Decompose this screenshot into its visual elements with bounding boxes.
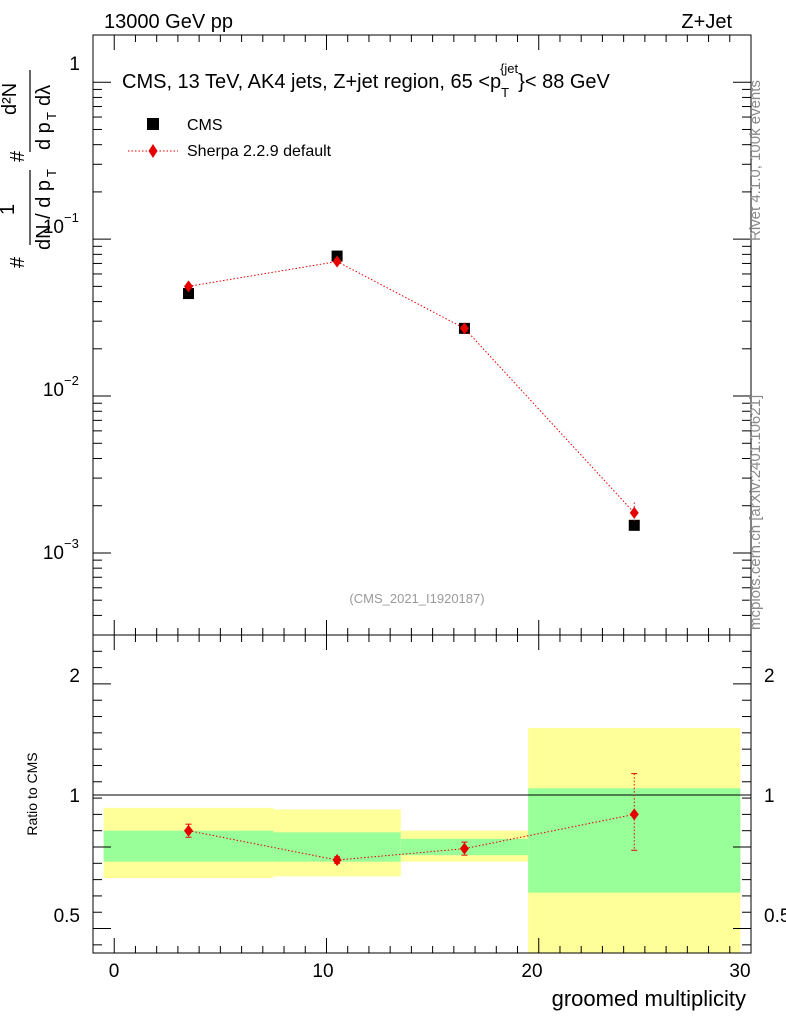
ratio-right-label-2: 2 — [764, 666, 775, 687]
ratio-point-0 — [184, 824, 194, 837]
ratio-point-3 — [629, 808, 639, 821]
title-subscript: T — [501, 85, 509, 100]
x-tick-labels: 0 10 20 30 — [109, 961, 751, 982]
main-y-axis-label: # 1 dN / d p T # d²N d p T dλ — [0, 70, 59, 268]
y-tick-label-exp-b: −2 — [64, 373, 79, 388]
y-label-hash-b: # — [7, 150, 29, 162]
legend: CMS Sherpa 2.2.9 default — [128, 117, 332, 160]
ratio-right-label-0.5: 0.5 — [764, 906, 786, 927]
y-tick-label-10-base-b: 10 — [43, 380, 64, 401]
svg-text:dλ: dλ — [33, 85, 55, 106]
sherpa-line — [188, 261, 635, 514]
y-tick-label-10-base-a: 10 — [43, 217, 64, 238]
main-y-tick-labels: 1 10 −1 10 −2 10 −3 — [43, 54, 80, 564]
main-panel-plot-area — [183, 250, 640, 531]
y-tick-label-exp-c: −3 — [64, 536, 79, 551]
header-left: 13000 GeV pp — [104, 11, 233, 33]
rivet-version-label: Rivet 4.1.0, 100k events — [747, 80, 764, 241]
y-label-hash-a: # — [7, 256, 29, 268]
legend-cms-marker — [147, 118, 159, 130]
ratio-left-label-0.5: 0.5 — [54, 906, 80, 927]
ratio-panel-frame — [92, 634, 752, 954]
y-label-denominator-1: dN / d p — [33, 180, 55, 250]
sherpa-point-2 — [459, 322, 469, 335]
ratio-point-1 — [332, 854, 342, 867]
legend-sherpa-label: Sherpa 2.2.9 default — [187, 143, 332, 160]
mcplots-label: mcplots.cern.ch [arXiv:2401.10621] — [747, 395, 764, 630]
y-label-numerator-1: 1 — [0, 204, 19, 215]
ratio-y-axis-label: Ratio to CMS — [24, 752, 40, 835]
x-tick-label-0: 0 — [109, 961, 120, 982]
ratio-left-label-2: 2 — [69, 666, 80, 687]
legend-sherpa-marker — [148, 144, 158, 158]
ratio-uncertainty-bands — [103, 727, 741, 953]
header-right: Z+Jet — [681, 11, 732, 33]
y-tick-label-10-base-c: 10 — [43, 543, 64, 564]
svg-text:T: T — [44, 169, 59, 177]
sherpa-point-0 — [184, 280, 194, 293]
y-tick-label-exp-a: −1 — [64, 210, 79, 225]
svg-text:T: T — [44, 112, 59, 120]
main-panel-title: CMS, 13 TeV, AK4 jets, Z+jet region, 65 … — [122, 61, 611, 100]
title-part-1: CMS, 13 TeV, AK4 jets, Z+jet region, 65 … — [122, 71, 501, 93]
legend-cms-label: CMS — [187, 117, 223, 134]
x-tick-label-20: 20 — [521, 961, 542, 982]
x-tick-label-30: 30 — [729, 961, 750, 982]
y-tick-label-1: 1 — [69, 54, 80, 75]
sherpa-point-3 — [629, 506, 639, 519]
analysis-watermark: (CMS_2021_I1920187) — [349, 591, 484, 606]
ratio-y-tick-labels: 0.5 1 2 0.5 1 2 — [54, 666, 786, 927]
x-tick-label-10: 10 — [312, 961, 333, 982]
ratio-right-label-1: 1 — [764, 786, 775, 807]
ratio-left-label-1: 1 — [69, 786, 80, 807]
cms-point-3 — [628, 519, 640, 531]
y-label-denominator-2: d p — [33, 122, 55, 150]
y-label-numerator-2: d²N — [0, 83, 21, 115]
cms-point-0 — [183, 288, 195, 300]
axis-ticks — [92, 34, 752, 953]
x-axis-label: groomed multiplicity — [552, 986, 746, 1011]
title-superscript: {jet — [500, 61, 518, 76]
sherpa-point-1 — [332, 255, 342, 268]
title-part-2: }< 88 GeV — [518, 71, 610, 93]
ratio-panel-plot-area — [184, 773, 639, 867]
ratio-point-2 — [459, 842, 469, 855]
